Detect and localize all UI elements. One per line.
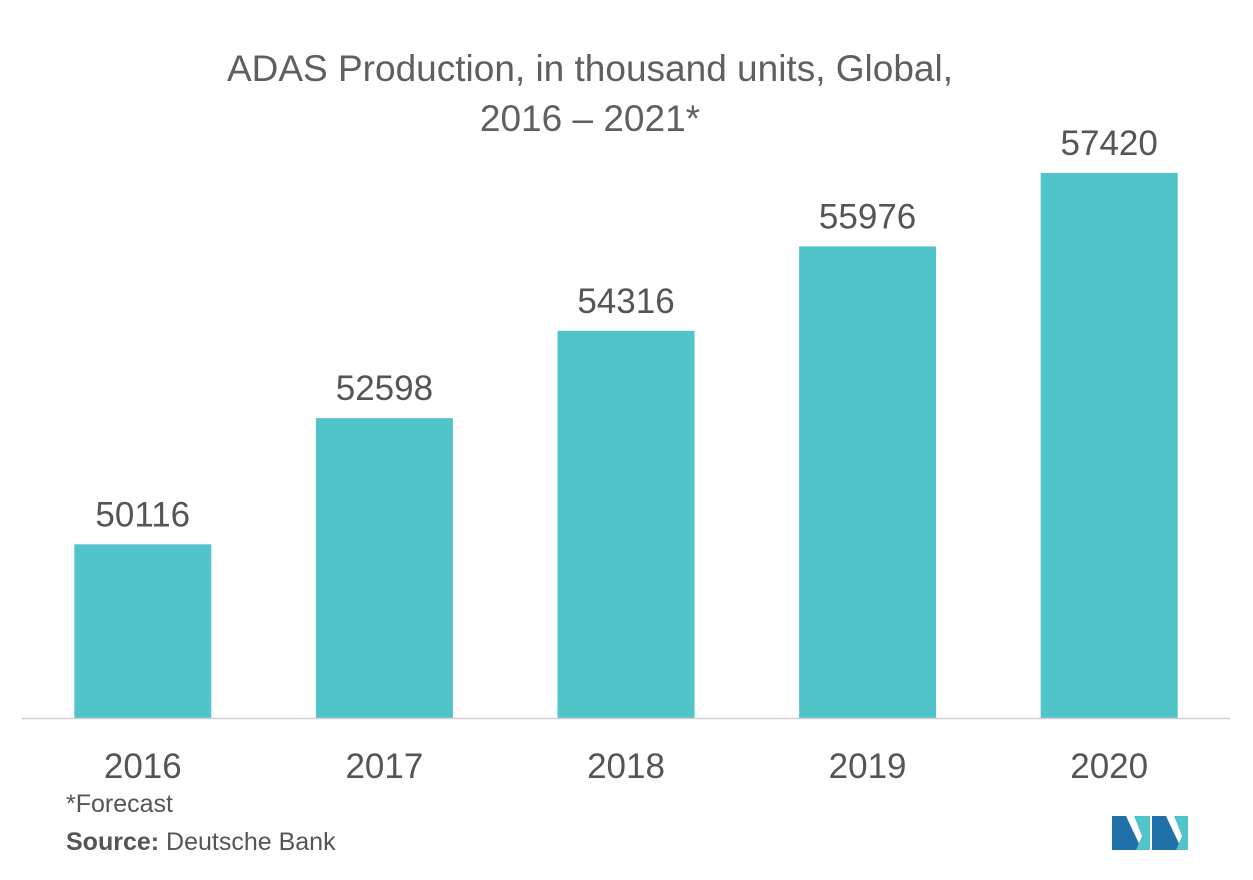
bar-2017 — [315, 418, 453, 718]
bar-2018 — [557, 330, 695, 718]
chart-title-line-2: 2016 – 2021* — [479, 98, 701, 139]
x-tick-label-2019: 2019 — [829, 747, 907, 786]
data-label-2018: 54316 — [577, 282, 674, 321]
data-label-2020: 57420 — [1061, 124, 1158, 163]
forecast-footnote: *Forecast — [66, 790, 173, 818]
bar-2020 — [1040, 173, 1178, 718]
data-label-2017: 52598 — [336, 369, 433, 408]
x-tick-label-2018: 2018 — [587, 747, 665, 786]
source-text: Deutsche Bank — [159, 828, 336, 856]
x-tick-label-2016: 2016 — [104, 747, 182, 786]
source-note: Source: Deutsche Bank — [66, 828, 336, 857]
chart-title: ADAS Production, in thousand units, Glob… — [90, 44, 1090, 144]
bar-2016 — [74, 544, 212, 718]
source-label: Source: — [66, 828, 160, 856]
x-tick-label-2020: 2020 — [1070, 747, 1148, 786]
x-tick-label-2017: 2017 — [345, 747, 423, 786]
mordor-intelligence-logo-icon — [1112, 816, 1188, 850]
bar-2019 — [799, 246, 937, 719]
chart-title-line-1: ADAS Production, in thousand units, Glob… — [226, 48, 954, 89]
data-label-2016: 50116 — [95, 495, 190, 534]
data-label-2019: 55976 — [819, 197, 916, 236]
